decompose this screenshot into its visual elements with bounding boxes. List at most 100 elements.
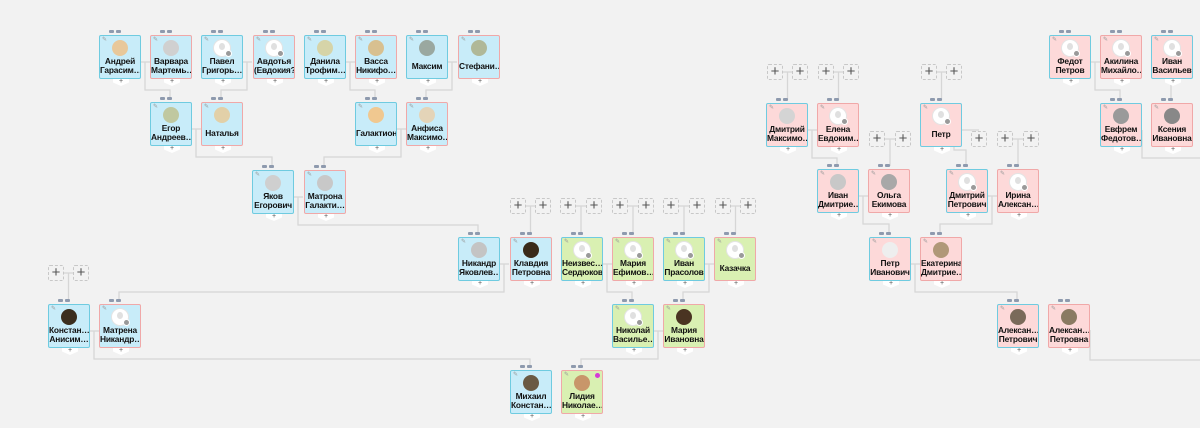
toggle-branch-handle[interactable] (109, 299, 121, 302)
person-card[interactable]: Акилина Михайло… ✎ + (1100, 30, 1142, 86)
add-parent-button[interactable]: + (946, 64, 962, 80)
edit-pencil-icon[interactable]: ✎ (564, 372, 570, 378)
edit-pencil-icon[interactable]: ✎ (1154, 37, 1160, 43)
edit-pencil-icon[interactable]: ✎ (153, 104, 159, 110)
add-parent-button[interactable]: + (843, 64, 859, 80)
toggle-branch-handle[interactable] (673, 299, 685, 302)
toggle-branch-handle[interactable] (571, 232, 583, 235)
toggle-branch-handle[interactable] (468, 30, 480, 33)
add-child-button[interactable]: + (626, 348, 642, 355)
add-parent-button[interactable]: + (1023, 131, 1039, 147)
toggle-branch-handle[interactable] (263, 30, 275, 33)
add-child-button[interactable]: + (831, 213, 847, 220)
add-parent-button[interactable]: + (895, 131, 911, 147)
edit-pencil-icon[interactable]: ✎ (307, 37, 313, 43)
add-child-button[interactable]: + (472, 281, 488, 288)
edit-pencil-icon[interactable]: ✎ (256, 37, 262, 43)
add-child-button[interactable]: + (62, 348, 78, 355)
toggle-branch-handle[interactable] (1110, 98, 1122, 101)
add-child-button[interactable]: + (882, 213, 898, 220)
add-child-button[interactable]: + (677, 281, 693, 288)
edit-pencil-icon[interactable]: ✎ (307, 172, 313, 178)
person-card[interactable]: Галактион ✎ + (355, 97, 397, 153)
toggle-branch-handle[interactable] (262, 165, 274, 168)
person-card[interactable]: Петр Иванович ✎ + (869, 232, 911, 288)
toggle-branch-handle[interactable] (520, 365, 532, 368)
add-child-button[interactable]: + (780, 147, 796, 154)
edit-pencil-icon[interactable]: ✎ (769, 105, 775, 111)
add-child-button[interactable]: + (1114, 147, 1130, 154)
person-card[interactable]: Федот Петров ✎ + (1049, 30, 1091, 86)
add-child-button[interactable]: + (1165, 147, 1181, 154)
edit-pencil-icon[interactable]: ✎ (949, 171, 955, 177)
toggle-branch-handle[interactable] (827, 98, 839, 101)
add-child-button[interactable]: + (1063, 79, 1079, 86)
person-card[interactable]: Анфиса Максимо… ✎ + (406, 97, 448, 153)
toggle-branch-handle[interactable] (776, 98, 788, 101)
person-card[interactable]: Егор Андреев… ✎ + (150, 97, 192, 153)
add-child-button[interactable]: + (1011, 213, 1027, 220)
toggle-branch-handle[interactable] (1110, 30, 1122, 33)
toggle-branch-handle[interactable] (956, 164, 968, 167)
add-parent-button[interactable]: + (48, 265, 64, 281)
add-parent-button[interactable]: + (612, 198, 628, 214)
person-card[interactable]: Яков Егорович ✎ + (252, 165, 294, 221)
edit-pencil-icon[interactable]: ✎ (1052, 37, 1058, 43)
edit-pencil-icon[interactable]: ✎ (717, 239, 723, 245)
toggle-branch-handle[interactable] (160, 30, 172, 33)
edit-pencil-icon[interactable]: ✎ (409, 37, 415, 43)
edit-pencil-icon[interactable]: ✎ (255, 172, 261, 178)
edit-pencil-icon[interactable]: ✎ (1000, 171, 1006, 177)
person-card[interactable]: Петр ✎ + (920, 98, 962, 154)
person-card[interactable]: Васса Никифо… ✎ + (355, 30, 397, 86)
edit-pencil-icon[interactable]: ✎ (51, 306, 57, 312)
add-child-button[interactable]: + (164, 146, 180, 153)
add-parent-button[interactable]: + (689, 198, 705, 214)
toggle-branch-handle[interactable] (724, 232, 736, 235)
add-child-button[interactable]: + (369, 79, 385, 86)
add-child-button[interactable]: + (318, 214, 334, 221)
add-child-button[interactable]: + (1062, 348, 1078, 355)
edit-pencil-icon[interactable]: ✎ (409, 104, 415, 110)
toggle-branch-handle[interactable] (622, 299, 634, 302)
add-child-button[interactable]: + (215, 79, 231, 86)
add-parent-button[interactable]: + (715, 198, 731, 214)
add-parent-button[interactable]: + (818, 64, 834, 80)
edit-pencil-icon[interactable]: ✎ (102, 37, 108, 43)
person-card[interactable]: Николай Василье… ✎ + (612, 299, 654, 355)
add-parent-button[interactable]: + (792, 64, 808, 80)
toggle-branch-handle[interactable] (622, 232, 634, 235)
toggle-branch-handle[interactable] (879, 232, 891, 235)
add-parent-button[interactable]: + (586, 198, 602, 214)
toggle-branch-handle[interactable] (416, 30, 428, 33)
person-card[interactable]: Матрона Галакти… ✎ + (304, 165, 346, 221)
add-child-button[interactable]: + (883, 281, 899, 288)
add-parent-button[interactable]: + (971, 131, 987, 147)
edit-pencil-icon[interactable]: ✎ (820, 171, 826, 177)
add-child-button[interactable]: + (318, 79, 334, 86)
toggle-branch-handle[interactable] (878, 164, 890, 167)
add-child-button[interactable]: + (113, 348, 129, 355)
edit-pencil-icon[interactable]: ✎ (153, 37, 159, 43)
add-child-button[interactable]: + (934, 281, 950, 288)
add-parent-button[interactable]: + (921, 64, 937, 80)
add-child-button[interactable]: + (369, 146, 385, 153)
toggle-branch-handle[interactable] (160, 97, 172, 100)
add-parent-button[interactable]: + (560, 198, 576, 214)
edit-pencil-icon[interactable]: ✎ (923, 105, 929, 111)
add-child-button[interactable]: + (934, 147, 950, 154)
add-child-button[interactable]: + (113, 79, 129, 86)
person-card[interactable]: Наталья ✎ + (201, 97, 243, 153)
edit-pencil-icon[interactable]: ✎ (204, 37, 210, 43)
person-card[interactable]: Евфрем Федотов… ✎ + (1100, 98, 1142, 154)
toggle-branch-handle[interactable] (520, 232, 532, 235)
edit-pencil-icon[interactable]: ✎ (564, 239, 570, 245)
person-card[interactable]: Казачка ✎ + (714, 232, 756, 288)
add-child-button[interactable]: + (164, 79, 180, 86)
toggle-branch-handle[interactable] (1161, 98, 1173, 101)
add-child-button[interactable]: + (472, 79, 488, 86)
add-child-button[interactable]: + (728, 281, 744, 288)
toggle-branch-handle[interactable] (314, 165, 326, 168)
add-parent-button[interactable]: + (767, 64, 783, 80)
person-card[interactable]: Дмитрий Петрович ✎ + (946, 164, 988, 220)
